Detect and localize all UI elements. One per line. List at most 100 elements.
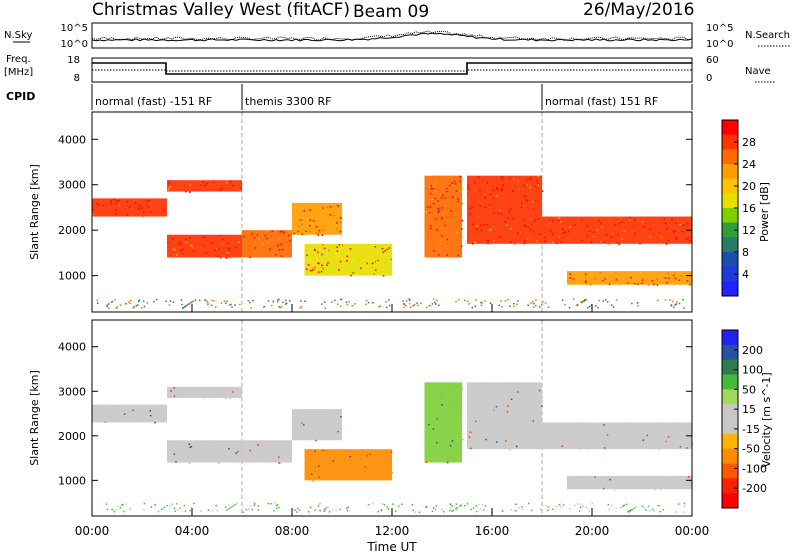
echo-speckle [262, 243, 264, 245]
echo-speckle [467, 197, 469, 199]
echo-speckle [247, 246, 250, 248]
echo-speckle [472, 192, 474, 194]
echo-speckle [126, 201, 129, 203]
echo-speckle [586, 438, 588, 440]
echo-speckle [336, 246, 338, 248]
echo-speckle [237, 450, 239, 453]
echo-speckle [162, 419, 165, 421]
clutter-speckle [168, 304, 171, 306]
clutter-speckle [122, 503, 124, 506]
echo-speckle [639, 243, 641, 245]
echo-speckle [450, 210, 453, 212]
echo-speckle [308, 435, 310, 437]
echo-speckle [625, 235, 628, 237]
colorbar-tick-label: 15 [742, 403, 756, 416]
echo-speckle [559, 221, 562, 223]
clutter-speckle [298, 509, 301, 511]
echo-speckle [618, 223, 620, 225]
echo-speckle [675, 482, 678, 484]
clutter-speckle [606, 301, 609, 303]
echo-speckle [516, 445, 518, 448]
echo-speckle [228, 247, 230, 249]
clutter-speckle [547, 509, 549, 512]
echo-speckle [473, 237, 475, 240]
clutter-speckle [470, 508, 472, 511]
echo-speckle [305, 230, 307, 232]
clutter-speckle [250, 508, 253, 511]
echo-speckle [230, 441, 232, 444]
echo-speckle [471, 430, 474, 432]
echo-speckle [633, 219, 636, 221]
echo-speckle [569, 273, 571, 275]
clutter-speckle [328, 511, 331, 513]
echo-speckle [604, 278, 606, 280]
echo-speckle [371, 262, 374, 265]
echo-speckle [428, 211, 431, 214]
clutter-speckle [403, 306, 405, 309]
echo-speckle [495, 391, 498, 394]
echo-speckle [679, 429, 681, 431]
echo-speckle [472, 223, 474, 225]
echo-speckle [329, 206, 332, 208]
clutter-speckle [432, 507, 435, 509]
echo-speckle [476, 225, 478, 227]
clutter-speckle [245, 509, 248, 511]
xaxis-label: Time UT [366, 540, 417, 554]
echo-speckle [437, 211, 440, 213]
echo-speckle [424, 446, 427, 448]
clutter-speckle [248, 508, 250, 510]
colorbar-swatch [722, 493, 738, 509]
echo-speckle [437, 402, 439, 405]
echo-speckle [459, 399, 462, 402]
echo-speckle [384, 477, 386, 479]
echo-speckle [384, 457, 386, 459]
echo-speckle [438, 254, 440, 256]
echo-speckle [663, 218, 665, 220]
echo-speckle [509, 449, 511, 451]
clutter-speckle [189, 509, 191, 512]
echo-speckle [349, 455, 352, 458]
freq-unit: [MHz] [4, 67, 33, 78]
clutter-speckle [267, 300, 270, 302]
clutter-speckle [367, 504, 370, 506]
clutter-speckle [425, 506, 427, 508]
echo-speckle [535, 428, 537, 430]
echo-speckle [446, 254, 448, 256]
colorbar-swatch [722, 120, 738, 136]
clutter-speckle [133, 306, 135, 309]
echo-speckle [366, 262, 368, 265]
clutter-speckle [432, 298, 435, 301]
echo-speckle [427, 448, 429, 451]
echo-speckle [494, 442, 497, 444]
echo-speckle [171, 391, 173, 393]
echo-speckle [523, 184, 525, 186]
echo-speckle [649, 228, 652, 230]
clutter-speckle [184, 305, 186, 308]
echo-speckle [110, 200, 112, 203]
echo-speckle [98, 203, 101, 206]
echo-speckle [547, 428, 549, 430]
clutter-speckle [458, 298, 460, 301]
echo-speckle [630, 276, 632, 279]
clutter-speckle [619, 506, 622, 509]
echo-speckle [689, 228, 692, 230]
echo-speckle [425, 215, 427, 217]
clutter-speckle [564, 304, 566, 306]
echo-speckle [479, 417, 481, 420]
echo-speckle [611, 232, 614, 234]
echo-speckle [306, 456, 309, 458]
echo-speckle [679, 224, 681, 226]
clutter-speckle [401, 503, 403, 505]
echo-speckle [173, 387, 175, 389]
clutter-speckle [227, 504, 230, 506]
echo-speckle [579, 448, 581, 450]
clutter-speckle [272, 300, 275, 302]
clutter-speckle [431, 510, 434, 513]
echo-speckle [317, 262, 319, 264]
echo-speckle [602, 279, 604, 282]
echo-speckle [639, 443, 642, 446]
ytick-label: 2000 [58, 224, 86, 237]
echo-speckle [537, 184, 539, 186]
echo-speckle [386, 459, 388, 461]
echo-speckle [146, 204, 148, 206]
